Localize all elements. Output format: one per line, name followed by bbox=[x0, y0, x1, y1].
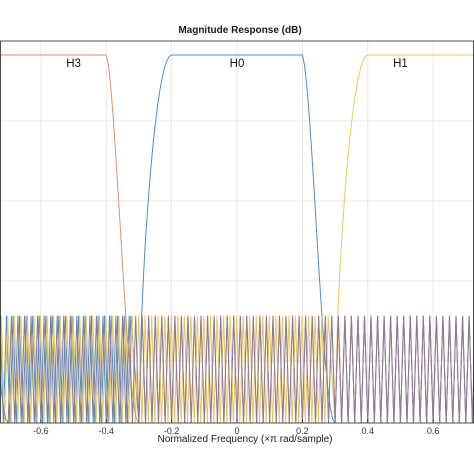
x-axis-label: Normalized Frequency (×π rad/sample) bbox=[157, 434, 332, 445]
band-labels: H0 H1 H3 bbox=[66, 58, 408, 70]
grid bbox=[0, 41, 474, 423]
series-layer bbox=[0, 54, 474, 423]
x-tick-label: 0.6 bbox=[427, 426, 440, 436]
x-tick-label: -0.2 bbox=[164, 426, 180, 436]
series-line-unnamed bbox=[0, 315, 474, 423]
x-tick-label: 0 bbox=[234, 426, 239, 436]
x-ticks: -0.6 -0.4 -0.2 0 0.2 0.4 0.6 bbox=[33, 419, 439, 436]
band-label-h3: H3 bbox=[66, 58, 81, 70]
x-tick-label: -0.4 bbox=[98, 426, 114, 436]
band-label-h1: H1 bbox=[393, 58, 408, 70]
band-label-h0: H0 bbox=[230, 58, 245, 70]
chart-title: Magnitude Response (dB) bbox=[178, 25, 301, 36]
x-tick-label: -0.6 bbox=[33, 426, 49, 436]
x-tick-label: 0.4 bbox=[362, 426, 375, 436]
x-tick-label: 0.2 bbox=[296, 426, 309, 436]
